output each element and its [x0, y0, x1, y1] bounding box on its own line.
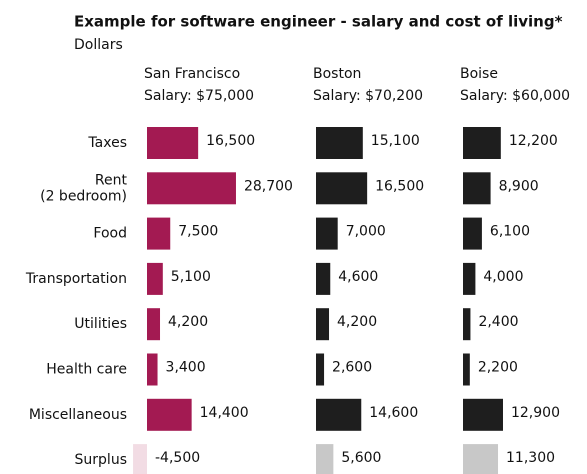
panel-salary: Salary: $60,000 [460, 88, 570, 104]
bar [316, 353, 325, 386]
chart-title: Example for software engineer - salary a… [74, 13, 563, 31]
bar [463, 217, 482, 250]
value-label: 28,700 [244, 178, 293, 194]
bar [133, 444, 147, 474]
category-label: Utilities [74, 316, 127, 332]
value-label: 2,600 [332, 360, 372, 376]
value-label: 7,000 [346, 224, 386, 240]
category-label: Rent (2 bedroom) [40, 172, 127, 204]
bar [316, 262, 331, 295]
value-label: 2,400 [478, 314, 518, 330]
value-label: 2,200 [478, 360, 518, 376]
value-label: 6,100 [490, 224, 530, 240]
value-label: 12,900 [511, 405, 560, 421]
bar [316, 444, 334, 474]
value-label: -4,500 [155, 450, 200, 466]
bar [316, 308, 330, 341]
panel-name: Boise [460, 66, 498, 82]
bar [147, 308, 161, 341]
bar [463, 353, 470, 386]
value-label: 14,600 [369, 405, 418, 421]
bar [147, 217, 171, 250]
bar [147, 398, 192, 431]
bar [463, 308, 471, 341]
value-label: 7,500 [178, 224, 218, 240]
value-label: 16,500 [375, 178, 424, 194]
panel-name: San Francisco [144, 66, 240, 82]
value-label: 4,000 [483, 269, 523, 285]
value-label: 5,600 [341, 450, 381, 466]
value-label: 11,300 [506, 450, 555, 466]
panel-name: Boston [313, 66, 361, 82]
bar [316, 127, 363, 159]
bar [463, 444, 499, 474]
bar [316, 398, 362, 431]
bar [147, 127, 199, 159]
panel-salary: Salary: $75,000 [144, 88, 254, 104]
category-label: Miscellaneous [29, 407, 127, 423]
panel-salary: Salary: $70,200 [313, 88, 423, 104]
value-label: 4,200 [168, 314, 208, 330]
chart-subtitle: Dollars [74, 37, 123, 53]
bar [147, 353, 158, 386]
value-label: 12,200 [509, 133, 558, 149]
category-label: Taxes [87, 135, 127, 151]
bar [463, 127, 501, 159]
category-label: Surplus [75, 452, 127, 468]
bar [463, 398, 503, 431]
bar [463, 262, 476, 295]
bar [316, 172, 368, 205]
value-label: 16,500 [206, 133, 255, 149]
value-label: 4,200 [337, 314, 377, 330]
value-label: 8,900 [499, 178, 539, 194]
bar [147, 262, 163, 295]
bar [463, 172, 491, 205]
category-label: Transportation [25, 271, 127, 287]
value-label: 3,400 [166, 360, 206, 376]
category-label: Food [93, 226, 127, 242]
value-label: 5,100 [171, 269, 211, 285]
value-label: 15,100 [371, 133, 420, 149]
bar [147, 172, 236, 205]
bar [316, 217, 338, 250]
value-label: 14,400 [200, 405, 249, 421]
value-label: 4,600 [338, 269, 378, 285]
category-label: Health care [46, 362, 127, 378]
